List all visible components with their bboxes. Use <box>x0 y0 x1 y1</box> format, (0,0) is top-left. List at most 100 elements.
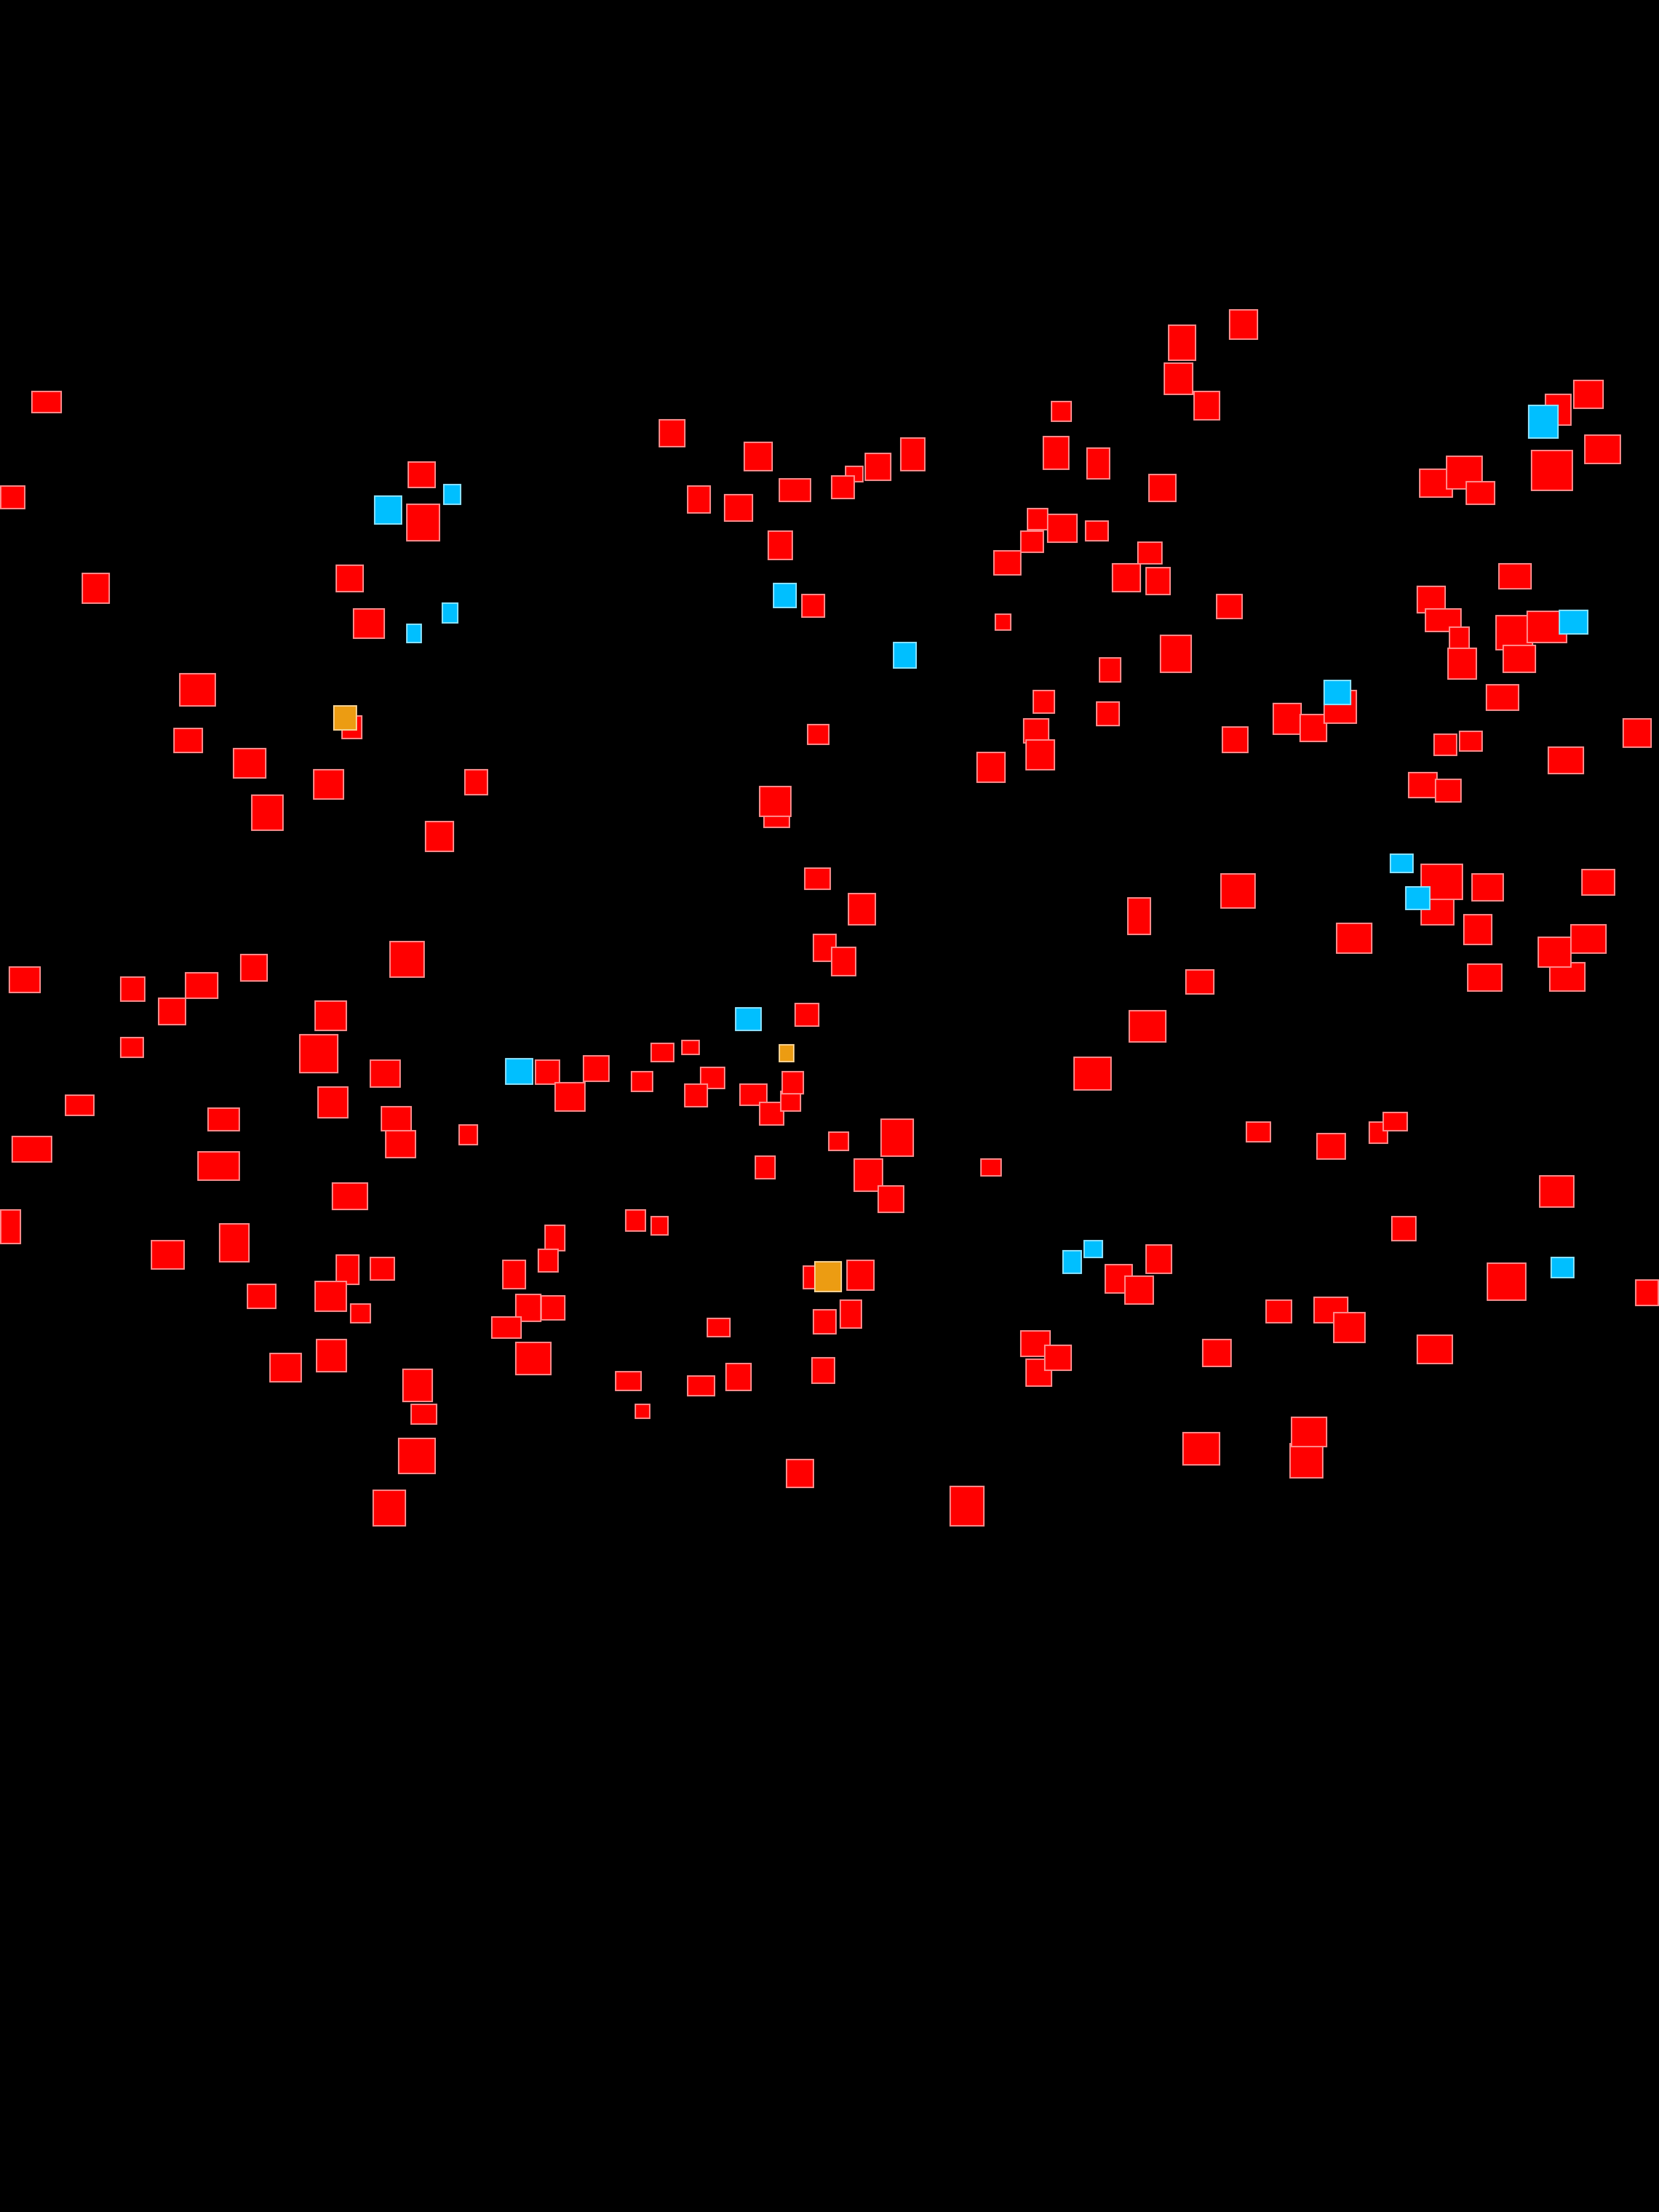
red-box <box>801 594 826 618</box>
red-box <box>994 613 1012 631</box>
red-box <box>1538 937 1572 968</box>
cyan-box <box>1559 609 1589 635</box>
red-box <box>1137 541 1163 565</box>
red-box <box>781 1070 805 1095</box>
red-box <box>1182 1431 1221 1466</box>
red-box <box>65 1094 95 1116</box>
red-box <box>949 1485 985 1527</box>
red-box <box>1099 657 1122 683</box>
red-box <box>759 785 792 817</box>
red-box <box>839 1299 862 1329</box>
red-box <box>830 475 855 500</box>
red-box <box>331 1182 369 1211</box>
red-box <box>1581 869 1615 896</box>
red-box <box>1416 1334 1453 1364</box>
red-box <box>1382 1111 1408 1131</box>
red-box <box>687 1375 715 1397</box>
orange-box <box>779 1044 794 1062</box>
red-box <box>299 1034 339 1074</box>
red-box <box>82 573 110 604</box>
cyan-box <box>1389 853 1414 874</box>
red-box <box>755 1155 776 1179</box>
red-box <box>406 504 440 542</box>
red-box <box>681 1039 700 1056</box>
red-box <box>1498 563 1532 590</box>
orange-box <box>333 705 357 731</box>
red-box <box>1129 1010 1167 1043</box>
red-box <box>1466 481 1496 505</box>
red-box <box>316 1338 347 1373</box>
red-box <box>846 1260 875 1291</box>
red-box <box>1046 513 1078 543</box>
red-box <box>1635 1279 1659 1307</box>
red-box <box>1265 1299 1292 1323</box>
red-box <box>687 485 711 514</box>
red-box <box>1336 922 1373 954</box>
red-box <box>1027 507 1048 530</box>
red-box <box>1145 567 1171 596</box>
red-box <box>1449 626 1470 649</box>
red-box <box>502 1260 527 1290</box>
cyan-box <box>443 484 461 505</box>
red-box <box>314 1000 347 1032</box>
red-box <box>197 1151 240 1181</box>
red-box <box>1164 362 1194 395</box>
red-box <box>993 550 1022 576</box>
red-box <box>410 1404 437 1425</box>
red-box <box>540 1295 566 1321</box>
red-box <box>424 821 455 852</box>
red-box <box>582 1055 610 1082</box>
red-box <box>0 485 25 509</box>
red-box <box>458 1124 479 1146</box>
red-box <box>880 1118 914 1157</box>
red-box <box>1221 726 1249 754</box>
cyan-box <box>735 1007 762 1032</box>
red-box <box>1447 647 1477 680</box>
red-box <box>725 1362 752 1391</box>
cyan-box <box>1062 1250 1082 1274</box>
red-box <box>1051 400 1072 422</box>
red-box <box>313 769 345 800</box>
red-box <box>515 1341 552 1376</box>
red-box <box>464 769 488 796</box>
red-box <box>1420 863 1463 900</box>
red-box <box>0 1209 22 1244</box>
red-box <box>397 1437 436 1475</box>
red-box <box>1391 1216 1417 1242</box>
red-box <box>767 530 793 560</box>
red-box <box>1086 447 1110 480</box>
red-box <box>247 1284 276 1310</box>
red-box <box>389 941 425 978</box>
cyan-box <box>1550 1257 1575 1278</box>
red-box <box>853 1158 883 1192</box>
red-box <box>1485 684 1520 711</box>
red-box <box>1245 1121 1271 1143</box>
red-box <box>1290 1416 1328 1448</box>
red-box <box>381 1106 412 1131</box>
red-box <box>184 972 219 999</box>
red-box <box>1033 690 1056 714</box>
cyan-box <box>1405 886 1431 910</box>
red-box <box>179 673 216 707</box>
cyan-box <box>773 582 797 608</box>
red-box <box>828 1131 850 1152</box>
red-box <box>635 1404 650 1419</box>
red-box <box>554 1082 586 1112</box>
red-box <box>491 1316 522 1339</box>
red-box <box>1127 897 1152 936</box>
red-box <box>207 1107 240 1131</box>
red-box <box>1216 594 1243 620</box>
red-box <box>684 1083 709 1107</box>
red-box <box>848 893 876 926</box>
red-box <box>625 1209 646 1232</box>
red-box <box>1502 645 1537 673</box>
red-box <box>812 1309 837 1335</box>
red-box <box>349 1303 371 1323</box>
red-box <box>1073 1057 1112 1091</box>
red-box <box>1570 924 1607 954</box>
red-box <box>1084 520 1109 542</box>
cyan-box <box>1323 680 1352 706</box>
red-box <box>1539 1175 1575 1208</box>
red-box <box>650 1042 674 1062</box>
red-box <box>1096 701 1120 727</box>
